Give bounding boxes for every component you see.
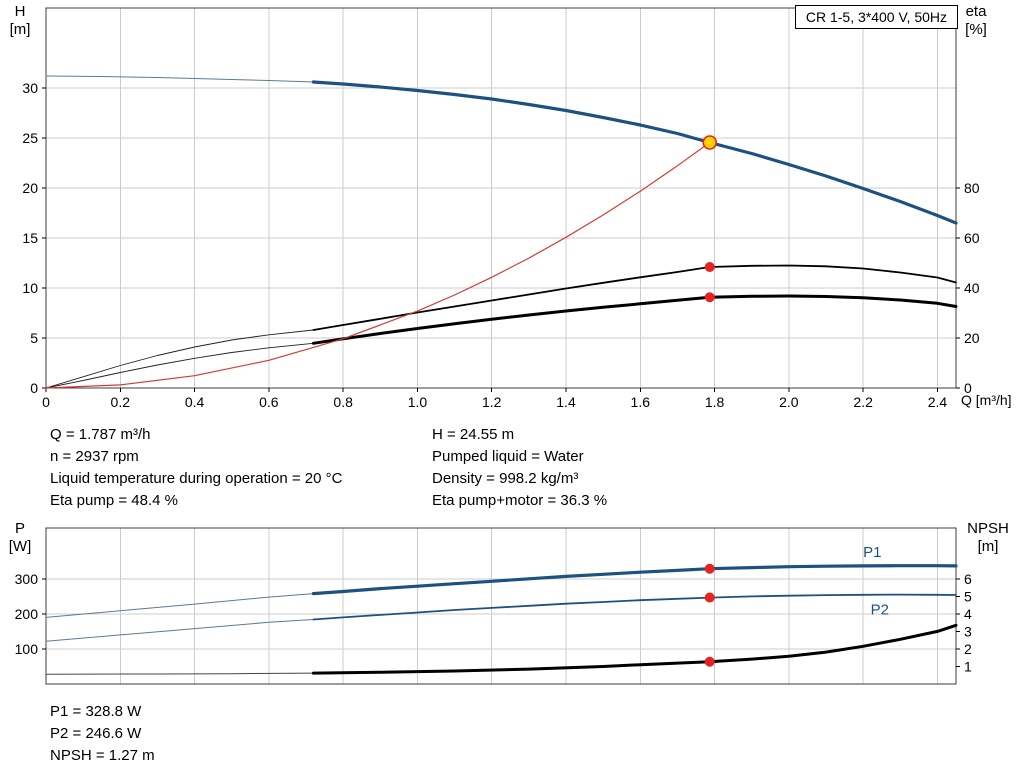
x-tick-label: 1.2 [482, 394, 502, 410]
x-tick-label: 1.4 [556, 394, 576, 410]
p1-curve [311, 564, 958, 596]
x-tick-label: 0 [42, 394, 50, 410]
right-tick-label: 40 [964, 280, 980, 296]
right-tick-label: 0 [964, 380, 972, 396]
axis-title-line: H [14, 3, 26, 20]
x-tick-label: 0.6 [259, 394, 279, 410]
x-tick-label: 0.8 [333, 394, 353, 410]
info-line-speed: n = 2937 rpm [50, 448, 139, 465]
eta-pump-motor-curve-lead [45, 342, 314, 389]
info-line-eta-pump-motor: Eta pump+motor = 36.3 % [432, 492, 608, 509]
power-npsh-chart: 100 200 300 12 34 56 P1 P2 [15, 527, 972, 685]
left-tick-label: 200 [15, 606, 39, 622]
eta-pump-motor-curve [311, 294, 958, 345]
right-tick-label: 4 [964, 606, 972, 622]
p2-curve-lead [45, 619, 314, 642]
axis-title-line: NPSH [967, 520, 1009, 537]
curve-label-p1: P1 [863, 544, 881, 561]
system-curve [45, 141, 711, 389]
pump-title-box: CR 1-5, 3*400 V, 50Hz [794, 5, 958, 29]
left-tick-label: 300 [15, 571, 39, 587]
axis-title-line: [W] [8, 538, 32, 555]
result-line-p2: P2 = 246.6 W [50, 725, 142, 742]
x-tick-label: 1.8 [705, 394, 725, 410]
eta-pump-operating-dot [704, 262, 715, 272]
axis-title-line: eta [965, 3, 987, 20]
eta-pump-curve [312, 264, 957, 331]
left-tick-label: 5 [30, 330, 38, 346]
x-tick-label: 2.2 [853, 394, 873, 410]
p2-operating-dot [704, 592, 715, 603]
info-line-eta-pump: Eta pump = 48.4 % [50, 492, 178, 509]
info-line-h: H = 24.55 m [432, 426, 515, 443]
info-line-pumped-liquid: Pumped liquid = Water [432, 448, 584, 465]
result-line-npsh: NPSH = 1.27 m [50, 747, 155, 764]
axis-title-line: P [14, 520, 25, 537]
hq-eta-chart: 0 0.2 0.4 0.6 0.8 1.0 1.2 1.4 1.6 1.8 2.0 2.2 2.4 0 5 1… [22, 7, 980, 410]
npsh-operating-dot [704, 656, 715, 667]
right-tick-label: 3 [964, 623, 972, 639]
p1-curve-lead [45, 593, 314, 618]
x-tick-label: 2.4 [928, 394, 948, 410]
left-tick-label: 0 [30, 380, 38, 396]
q-axis-label: Q [m³/h] [961, 392, 1012, 408]
info-line-density: Density = 998.2 kg/m³ [432, 470, 579, 487]
right-tick-label: 6 [964, 571, 972, 587]
npsh-curve-lead [45, 672, 314, 675]
x-tick-label: 0.4 [185, 394, 205, 410]
curve-label-p2: P2 [871, 602, 889, 619]
left-tick-label: 30 [22, 80, 38, 96]
h-axis-title: H [m] [0, 3, 40, 39]
plot-border [45, 527, 957, 685]
p-axis-title: P [W] [0, 520, 40, 556]
axis-title-line: [m] [977, 538, 999, 555]
duty-info-left-column: Q = 1.787 m³/h n = 2937 rpm Liquid tempe… [50, 424, 342, 512]
eta-pump-motor-operating-dot [704, 292, 715, 303]
p1-operating-dot [704, 563, 715, 574]
left-tick-label: 20 [22, 180, 38, 196]
left-tick-label: 25 [22, 130, 38, 146]
plot-border [45, 7, 957, 389]
p2-curve [312, 593, 957, 621]
left-tick-label: 100 [15, 641, 39, 657]
right-tick-label: 2 [964, 641, 972, 657]
left-tick-label: 15 [22, 230, 38, 246]
x-tick-label: 1.0 [408, 394, 428, 410]
x-tick-label: 1.6 [631, 394, 651, 410]
results-column: P1 = 328.8 W P2 = 246.6 W NPSH = 1.27 m [50, 701, 155, 767]
h-curve [311, 80, 958, 225]
info-line-liquid-temperature: Liquid temperature during operation = 20… [50, 470, 343, 487]
x-tick-label: 2.0 [779, 394, 799, 410]
right-tick-label: 1 [964, 658, 972, 674]
right-tick-label: 60 [964, 230, 980, 246]
duty-info-right-column: H = 24.55 m Pumped liquid = Water Densit… [432, 424, 607, 512]
right-tick-label: 5 [964, 588, 972, 604]
npsh-axis-title: NPSH [m] [958, 520, 1018, 556]
h-curve-lead [45, 75, 314, 83]
right-tick-label: 20 [964, 330, 980, 346]
eta-pump-curve-lead [45, 329, 314, 389]
axis-title-line: [m] [9, 21, 31, 38]
axis-title-line: [%] [965, 21, 987, 38]
result-line-p1: P1 = 328.8 W [50, 703, 142, 720]
x-tick-label: 0.2 [111, 394, 131, 410]
duty-point-marker[interactable] [702, 135, 718, 150]
info-line-q: Q = 1.787 m³/h [50, 426, 151, 443]
eta-axis-title: eta [%] [952, 3, 1000, 39]
left-tick-label: 10 [22, 280, 38, 296]
right-tick-label: 80 [964, 180, 980, 196]
